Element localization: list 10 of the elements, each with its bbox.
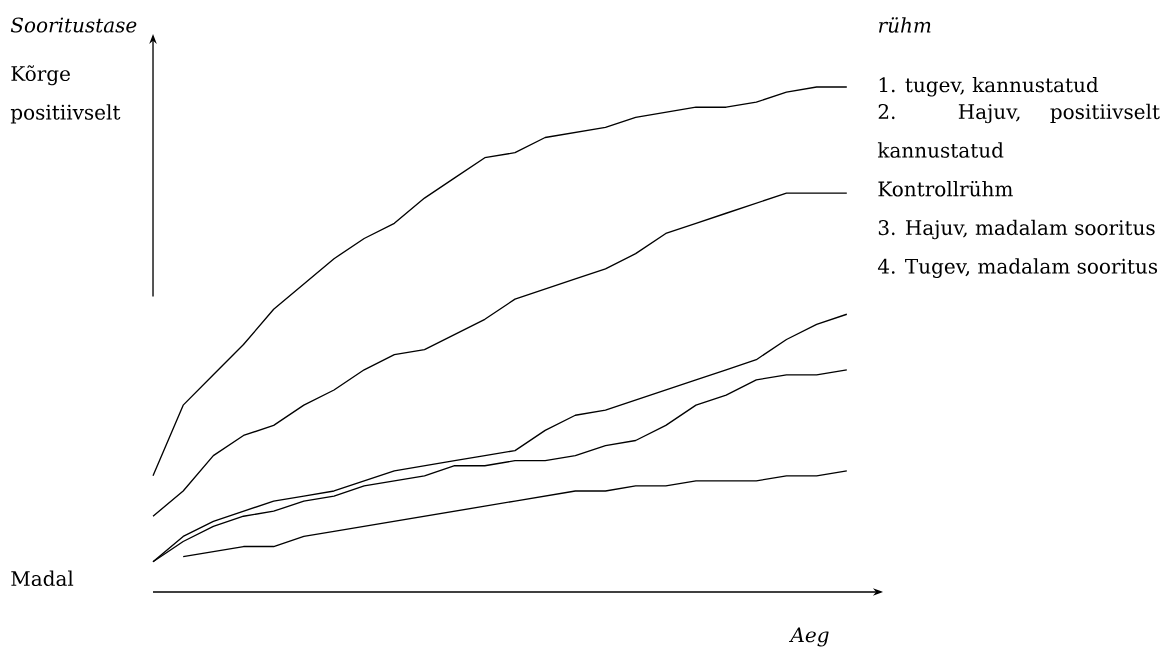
text: 2. Hajuv, positiivselt kannustatud bbox=[877, 103, 1160, 158]
x-axis-title: Aeg bbox=[788, 627, 829, 647]
text: Kontrollrühm bbox=[878, 180, 1013, 197]
series-label: 1. tugev, kannustatud bbox=[879, 76, 1099, 97]
text: Kõrge positiivselt bbox=[10, 65, 121, 124]
text: Madal bbox=[11, 570, 74, 587]
y-axis-title: Sooritustase bbox=[10, 17, 137, 33]
text: 4. Tugev, madalam sooritus bbox=[877, 258, 1158, 278]
text: 3. Hajuv, madalam sooritus bbox=[878, 219, 1155, 240]
legend-title: rühm bbox=[879, 17, 931, 33]
